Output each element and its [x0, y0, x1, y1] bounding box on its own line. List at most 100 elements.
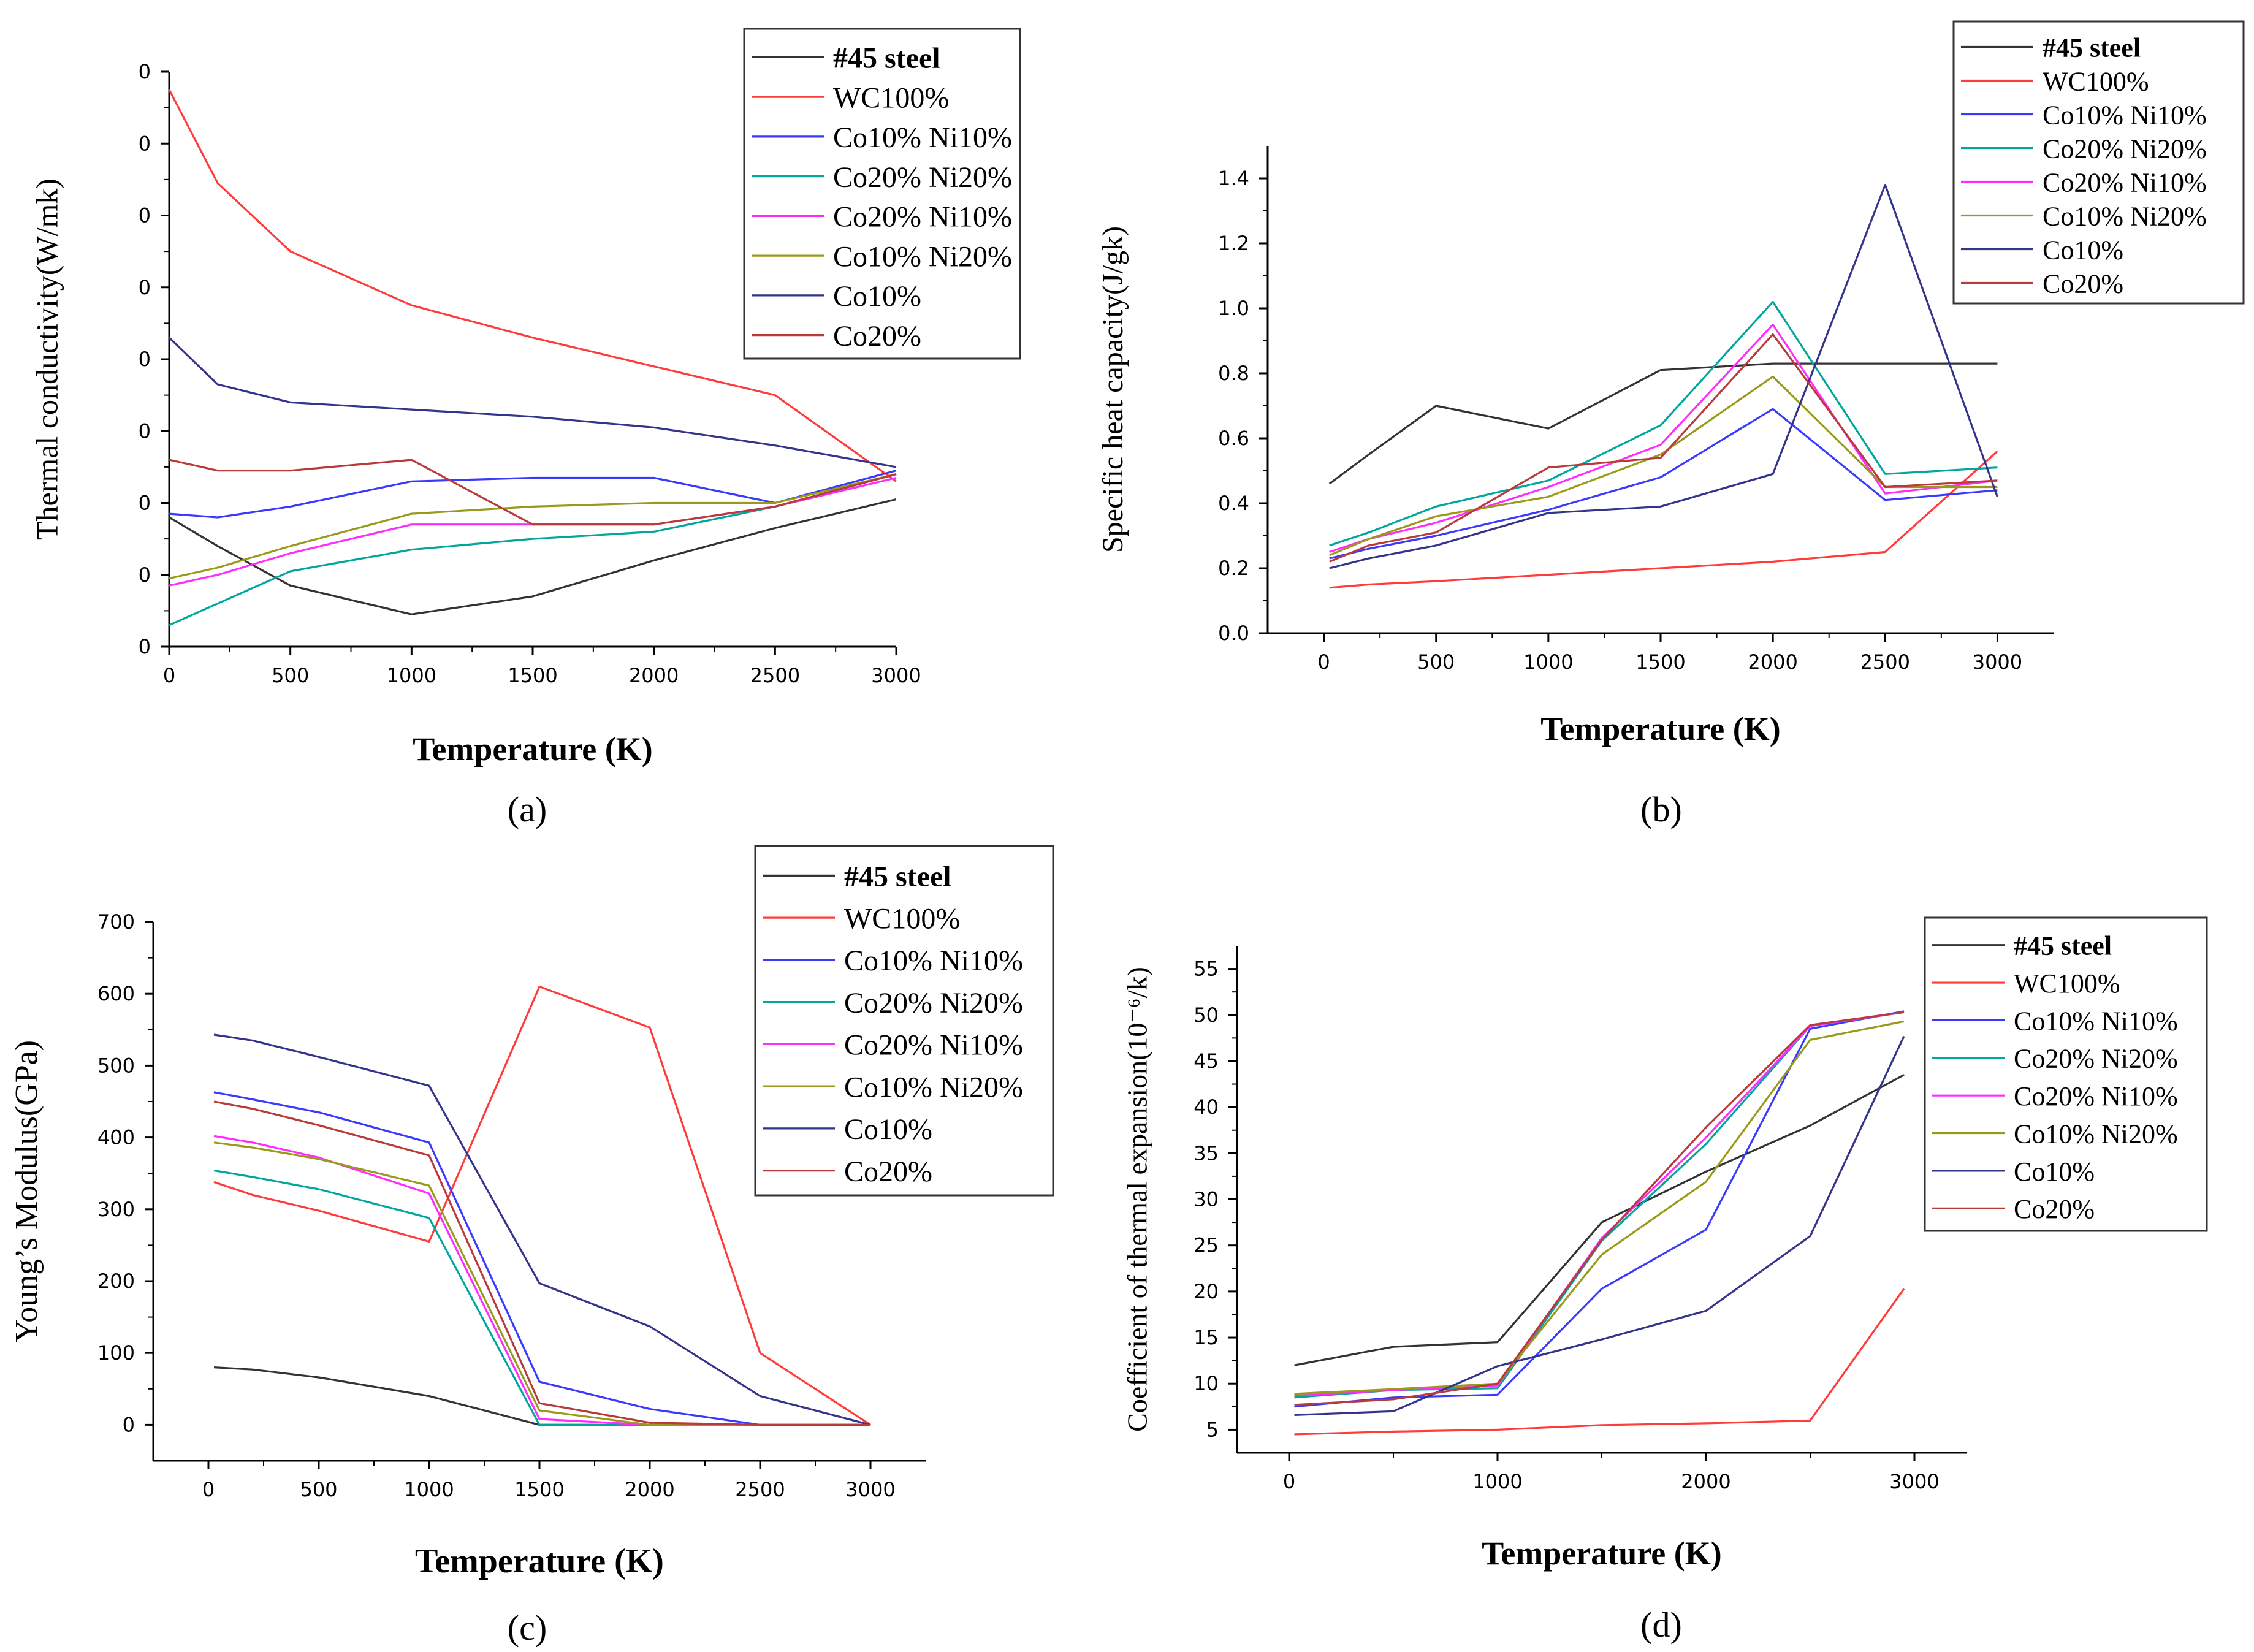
legend-entry-label: #45 steel	[2043, 32, 2141, 63]
y-tick-label: 0	[139, 492, 151, 515]
y-tick-label: 0.8	[1218, 362, 1249, 385]
x-tick-label: 500	[300, 1478, 337, 1501]
legend-entry-label: #45 steel	[2014, 931, 2112, 961]
y-tick-label: 600	[97, 982, 135, 1005]
chart-panel-b: 0 500 1000 1500 2000 2500 3000 0.0 0.2 0.4 0.6 0.8 1…	[1097, 20, 2245, 829]
legend-entry-label: #45 steel	[844, 861, 951, 893]
x-tick-label: 0	[1317, 650, 1330, 674]
series-line-co20-ni20-	[169, 473, 897, 626]
y-tick-label: 300	[97, 1198, 135, 1221]
x-tick-label: 3000	[1973, 650, 2022, 674]
x-axis-label: Temperature (K)	[1482, 1535, 1721, 1572]
legend-entry-label: Co10% Ni10%	[2014, 1006, 2178, 1036]
y-axis-label: Coefficient of thermal expansion(10⁻⁶/k)	[1122, 967, 1153, 1432]
y-tick-label: 0	[139, 204, 151, 227]
chart-panel-a: 0 500 1000 1500 2000 2500 3000000000000Tempera…	[29, 28, 1021, 829]
legend-entry-label: Co20% Ni20%	[844, 987, 1023, 1019]
y-tick-label: 0	[139, 419, 151, 443]
x-tick-label: 3000	[871, 664, 921, 687]
y-axis-label: Young’s Modulus(GPa)	[9, 1040, 44, 1342]
x-tick-label: 3000	[1889, 1470, 1939, 1493]
x-tick-label: 2000	[1681, 1470, 1730, 1493]
y-tick-label: 5	[1206, 1418, 1219, 1441]
legend-entry-label: WC100%	[844, 902, 960, 935]
x-tick-label: 2000	[625, 1478, 674, 1501]
x-axis-label: Temperature (K)	[415, 1542, 664, 1580]
legend-entry-label: Co10%	[833, 280, 921, 313]
y-tick-label: 400	[97, 1126, 135, 1149]
y-tick-label: 0.6	[1218, 427, 1249, 450]
x-tick-label: 0	[202, 1478, 215, 1501]
y-tick-label: 700	[97, 910, 135, 934]
x-tick-label: 500	[1417, 650, 1455, 674]
y-tick-label: 40	[1194, 1095, 1219, 1119]
y-tick-label: 0	[139, 635, 151, 658]
series-line-co10-	[1329, 184, 1998, 569]
y-tick-label: 1.0	[1218, 297, 1249, 320]
y-tick-label: 200	[97, 1269, 135, 1293]
legend-entry-label: Co20% Ni10%	[2043, 167, 2207, 197]
legend-entry-label: Co10% Ni10%	[833, 121, 1012, 154]
y-tick-label: 0	[139, 60, 151, 83]
y-tick-label: 25	[1194, 1234, 1219, 1257]
series-line-co10-ni20-	[1329, 375, 1998, 557]
legend-entry-label: Co20%	[844, 1155, 932, 1188]
legend-entry-label: Co20% Ni10%	[833, 201, 1012, 234]
legend-entry-label: Co20% Ni20%	[2043, 134, 2207, 164]
x-tick-label: 2500	[1860, 650, 1910, 674]
legend-entry-label: Co10% Ni20%	[844, 1071, 1023, 1103]
series-line-co10-ni10-	[169, 470, 897, 519]
series-line-wc100-	[1329, 451, 1998, 589]
series-line-co10-ni10-	[1329, 408, 1998, 560]
x-tick-label: 2500	[750, 664, 800, 687]
x-tick-label: 0	[163, 664, 175, 687]
series-line-co10-ni20-	[169, 473, 897, 580]
chart-panel-c: 0 500 1000 1500 2000 2500 3000 0 100 200 300 400 500…	[9, 845, 1054, 1648]
series-line-co10-	[1294, 1035, 1905, 1416]
y-tick-label: 0.4	[1218, 492, 1249, 515]
x-axis-label: Temperature (K)	[413, 731, 652, 767]
legend-entry-label: #45 steel	[833, 42, 940, 75]
y-tick-label: 0.2	[1218, 557, 1249, 580]
x-tick-label: 500	[272, 664, 309, 687]
y-tick-label: 1.2	[1218, 232, 1249, 255]
x-tick-label: 1000	[1472, 1470, 1522, 1493]
legend-box	[743, 28, 1021, 360]
legend-entry-label: Co20% Ni10%	[2014, 1081, 2178, 1111]
y-tick-label: 20	[1194, 1280, 1219, 1303]
y-tick-label: 100	[97, 1341, 135, 1365]
legend-entry-label: Co20%	[2014, 1194, 2095, 1224]
y-tick-label: 55	[1194, 957, 1219, 981]
legend-entry-label: Co20%	[2043, 268, 2123, 299]
x-tick-label: 2000	[1748, 650, 1797, 674]
legend-entry-label: Co20% Ni10%	[844, 1029, 1023, 1062]
x-tick-label: 1500	[508, 664, 557, 687]
series-line-co20-	[213, 1100, 870, 1426]
series-line-co20-ni20-	[1329, 300, 1998, 547]
x-tick-label: 3000	[845, 1478, 895, 1501]
legend-box	[1952, 20, 2245, 305]
series-line-co20-	[169, 459, 897, 526]
y-tick-label: 35	[1194, 1141, 1219, 1165]
y-axis-label: Thermal conductivity(W/mk)	[29, 178, 64, 540]
series-line-co10-ni20-	[1294, 1020, 1905, 1395]
legend-entry-label: Co20% Ni20%	[833, 161, 1012, 194]
series-line--45-steel	[1328, 362, 1998, 485]
legend-entry-label: Co10% Ni20%	[833, 240, 1012, 273]
legend-entry-label: Co10% Ni10%	[2043, 100, 2207, 130]
series-line-wc100-	[1294, 1288, 1905, 1436]
legend-entry-label: WC100%	[833, 82, 949, 114]
series-line-co20-	[1294, 1011, 1905, 1406]
y-tick-label: 0	[139, 132, 151, 155]
legend-entry-label: WC100%	[2014, 969, 2120, 999]
series-line--45-steel	[169, 498, 897, 615]
y-axis-label: Specific heat capacity(J/gk)	[1097, 226, 1129, 553]
x-tick-label: 1500	[514, 1478, 564, 1501]
y-tick-label: 0	[139, 276, 151, 299]
series-line-wc100-	[213, 985, 871, 1426]
series-line-wc100-	[168, 89, 897, 482]
series-line-co10-	[213, 1033, 871, 1426]
legend-entry-label: Co20%	[833, 320, 921, 352]
x-tick-label: 2500	[735, 1478, 785, 1501]
